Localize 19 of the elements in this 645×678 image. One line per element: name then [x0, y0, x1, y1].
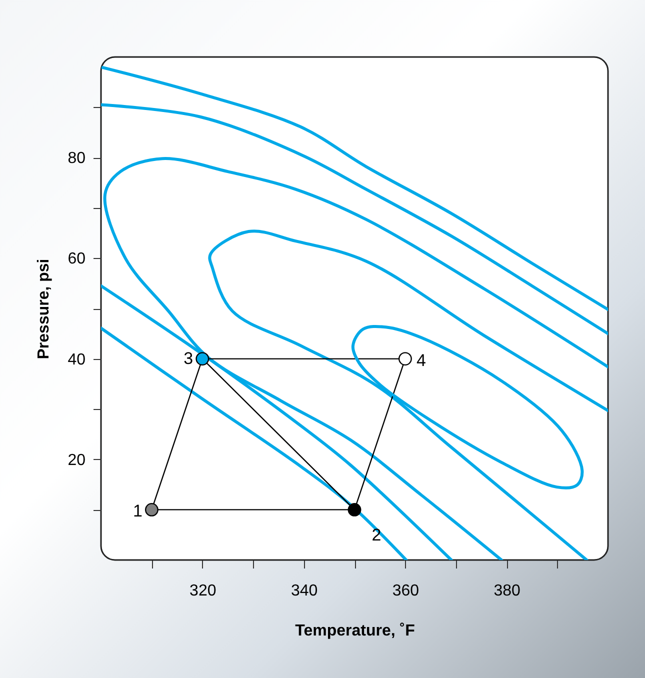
- annotation: 3: [184, 348, 194, 368]
- annotation: 2: [372, 526, 382, 545]
- line-series: [104, 157, 608, 560]
- x-axis-title: Temperature, ˚F: [295, 622, 416, 640]
- x-tick-label: 380: [494, 582, 521, 600]
- line-series: [101, 326, 408, 560]
- annotation: 1: [132, 502, 142, 521]
- y-tick-label: 60: [68, 250, 86, 268]
- annotation: 4: [416, 350, 426, 370]
- line-series: [101, 103, 608, 336]
- x-tick-label: 340: [290, 582, 318, 600]
- y-tick-label: 80: [68, 150, 86, 168]
- y-axis-title: Pressure, psi: [36, 258, 53, 360]
- y-tick-label: 20: [68, 452, 86, 469]
- y-tick-label: 40: [68, 351, 86, 368]
- x-tick-label: 320: [190, 582, 216, 600]
- x-tick-label: 360: [392, 582, 420, 600]
- line-series: [209, 230, 608, 560]
- line-series: [101, 66, 608, 312]
